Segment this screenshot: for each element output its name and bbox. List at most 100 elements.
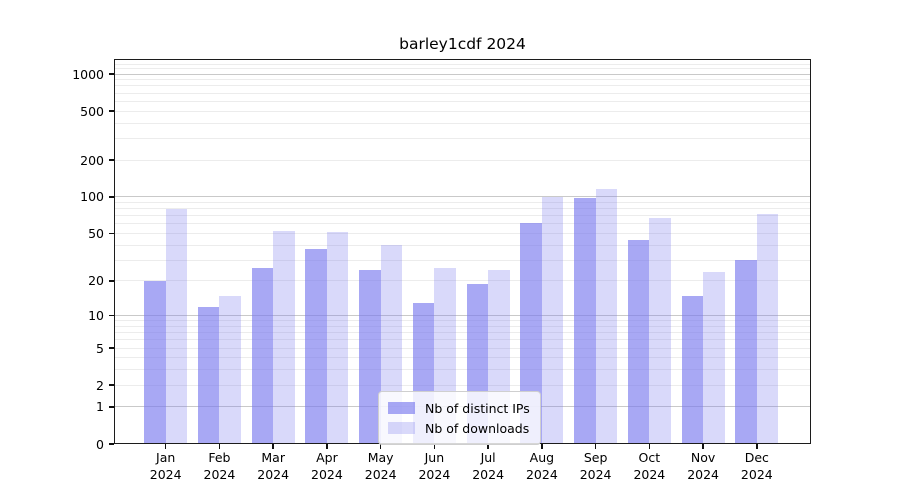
bar-distinct-ips-jan — [144, 280, 166, 444]
gridline-minor-1200 — [114, 63, 811, 65]
gridline-minor-3 — [114, 369, 811, 371]
legend-swatch-distinct-ips — [388, 402, 415, 414]
y-axis-tick-label-1000: 1000 — [72, 66, 104, 82]
gridline-minor-20 — [114, 280, 811, 282]
gridline-minor-600 — [114, 100, 811, 102]
gridline-minor-70 — [114, 215, 811, 217]
y-axis-tick-0 — [109, 443, 114, 445]
x-axis-tick-may — [379, 444, 382, 449]
gridline-minor-30 — [114, 259, 811, 261]
plot-area: Nb of distinct IPs Nb of downloads — [114, 59, 811, 445]
year-label: 2024 — [472, 466, 505, 482]
y-axis-tick-1 — [109, 406, 114, 408]
gridline-minor-500 — [114, 110, 811, 112]
bar-downloads-mar — [273, 231, 295, 444]
gridline-minor-900 — [114, 79, 811, 81]
x-axis-tick-label-may: May 2024 — [345, 450, 417, 483]
y-axis-tick-100 — [109, 196, 114, 198]
gridline-minor-90 — [114, 201, 811, 203]
year-label: 2024 — [525, 466, 558, 482]
y-axis-tick-label-20: 20 — [88, 273, 104, 289]
legend-box: Nb of distinct IPs Nb of downloads — [378, 391, 541, 445]
x-axis-tick-aug — [541, 444, 543, 449]
bar-distinct-ips-nov — [681, 295, 704, 444]
bar-distinct-ips-sep — [574, 198, 596, 444]
month-label: May — [367, 450, 394, 465]
month-label: Jan — [156, 450, 176, 465]
y-axis-tick-label-5: 5 — [96, 340, 104, 356]
x-axis-tick-label-oct: Oct 2024 — [613, 450, 685, 483]
gridline-minor-200 — [114, 159, 811, 161]
legend-label-distinct-ips: Nb of distinct IPs — [425, 400, 530, 416]
y-axis-tick-label-50: 50 — [88, 225, 104, 241]
x-axis-tick-label-feb: Feb 2024 — [183, 450, 255, 483]
y-axis-tick-50 — [109, 232, 114, 235]
year-label: 2024 — [687, 466, 719, 482]
gridline-minor-9 — [114, 320, 811, 322]
gridline-minor-80 — [114, 208, 811, 210]
y-axis-tick-label-10: 10 — [88, 308, 104, 324]
x-axis-tick-label-mar: Mar 2024 — [237, 450, 309, 483]
x-axis-tick-apr — [326, 444, 328, 449]
year-label: 2024 — [364, 466, 397, 482]
year-label: 2024 — [311, 466, 343, 482]
y-axis-tick-1000 — [109, 73, 114, 75]
bar-downloads-feb — [219, 295, 241, 444]
month-label: Oct — [638, 450, 661, 465]
year-label: 2024 — [203, 466, 236, 482]
x-axis-tick-label-nov: Nov 2024 — [667, 450, 739, 483]
legend-label-downloads: Nb of downloads — [425, 420, 530, 436]
y-axis-tick-500 — [109, 110, 114, 112]
month-label: Dec — [744, 450, 769, 465]
bar-downloads-apr — [326, 232, 349, 444]
month-label: Feb — [208, 450, 231, 465]
bar-distinct-ips-dec — [735, 260, 757, 444]
x-axis-tick-jan — [164, 444, 167, 449]
x-axis-tick-nov — [702, 444, 704, 449]
year-label: 2024 — [579, 466, 612, 482]
x-axis-tick-label-aug: Aug 2024 — [506, 450, 578, 483]
x-axis-tick-feb — [218, 444, 221, 449]
x-axis-tick-label-jun: Jun 2024 — [398, 450, 470, 483]
x-axis-tick-label-sep: Sep 2024 — [560, 450, 632, 483]
y-axis-tick-label-2: 2 — [96, 377, 104, 393]
bar-distinct-ips-mar — [251, 267, 274, 444]
bar-distinct-ips-aug — [520, 223, 542, 444]
gridline-major-100 — [114, 196, 811, 198]
x-axis-tick-jul — [487, 444, 489, 449]
gridline-minor-40 — [114, 244, 811, 246]
year-label: 2024 — [149, 466, 182, 482]
chart-title: barley1cdf 2024 — [399, 35, 526, 53]
bar-distinct-ips-oct — [627, 240, 650, 444]
y-axis-tick-label-1: 1 — [96, 399, 104, 415]
bar-downloads-oct — [649, 218, 671, 444]
gridline-minor-6 — [114, 339, 811, 341]
x-axis-tick-dec — [756, 444, 758, 449]
gridline-minor-60 — [114, 223, 811, 225]
legend-entry-distinct-ips: Nb of distinct IPs — [388, 398, 530, 418]
x-axis-tick-sep — [594, 444, 597, 449]
gridline-minor-800 — [114, 85, 811, 87]
year-label: 2024 — [418, 466, 451, 482]
month-label: Aug — [529, 450, 555, 465]
gridline-minor-700 — [114, 92, 811, 94]
gridline-minor-5 — [114, 347, 811, 349]
gridline-minor-8 — [114, 325, 811, 327]
month-label: Sep — [583, 450, 608, 465]
x-axis-tick-mar — [272, 444, 274, 449]
x-axis-tick-label-apr: Apr 2024 — [291, 450, 363, 483]
year-label: 2024 — [740, 466, 773, 482]
y-axis-tick-2 — [109, 384, 114, 386]
y-axis-tick-200 — [109, 159, 114, 161]
x-axis-tick-oct — [648, 444, 651, 449]
x-axis-tick-label-jan: Jan 2024 — [130, 450, 202, 483]
gridline-minor-50 — [114, 232, 811, 234]
bar-distinct-ips-feb — [197, 306, 220, 444]
y-axis-tick-label-0: 0 — [96, 436, 104, 452]
y-axis-tick-5 — [109, 347, 114, 349]
y-axis-tick-label-100: 100 — [80, 189, 104, 205]
year-label: 2024 — [633, 466, 666, 482]
y-axis-tick-label-200: 200 — [80, 152, 104, 168]
gridline-minor-300 — [114, 137, 811, 139]
